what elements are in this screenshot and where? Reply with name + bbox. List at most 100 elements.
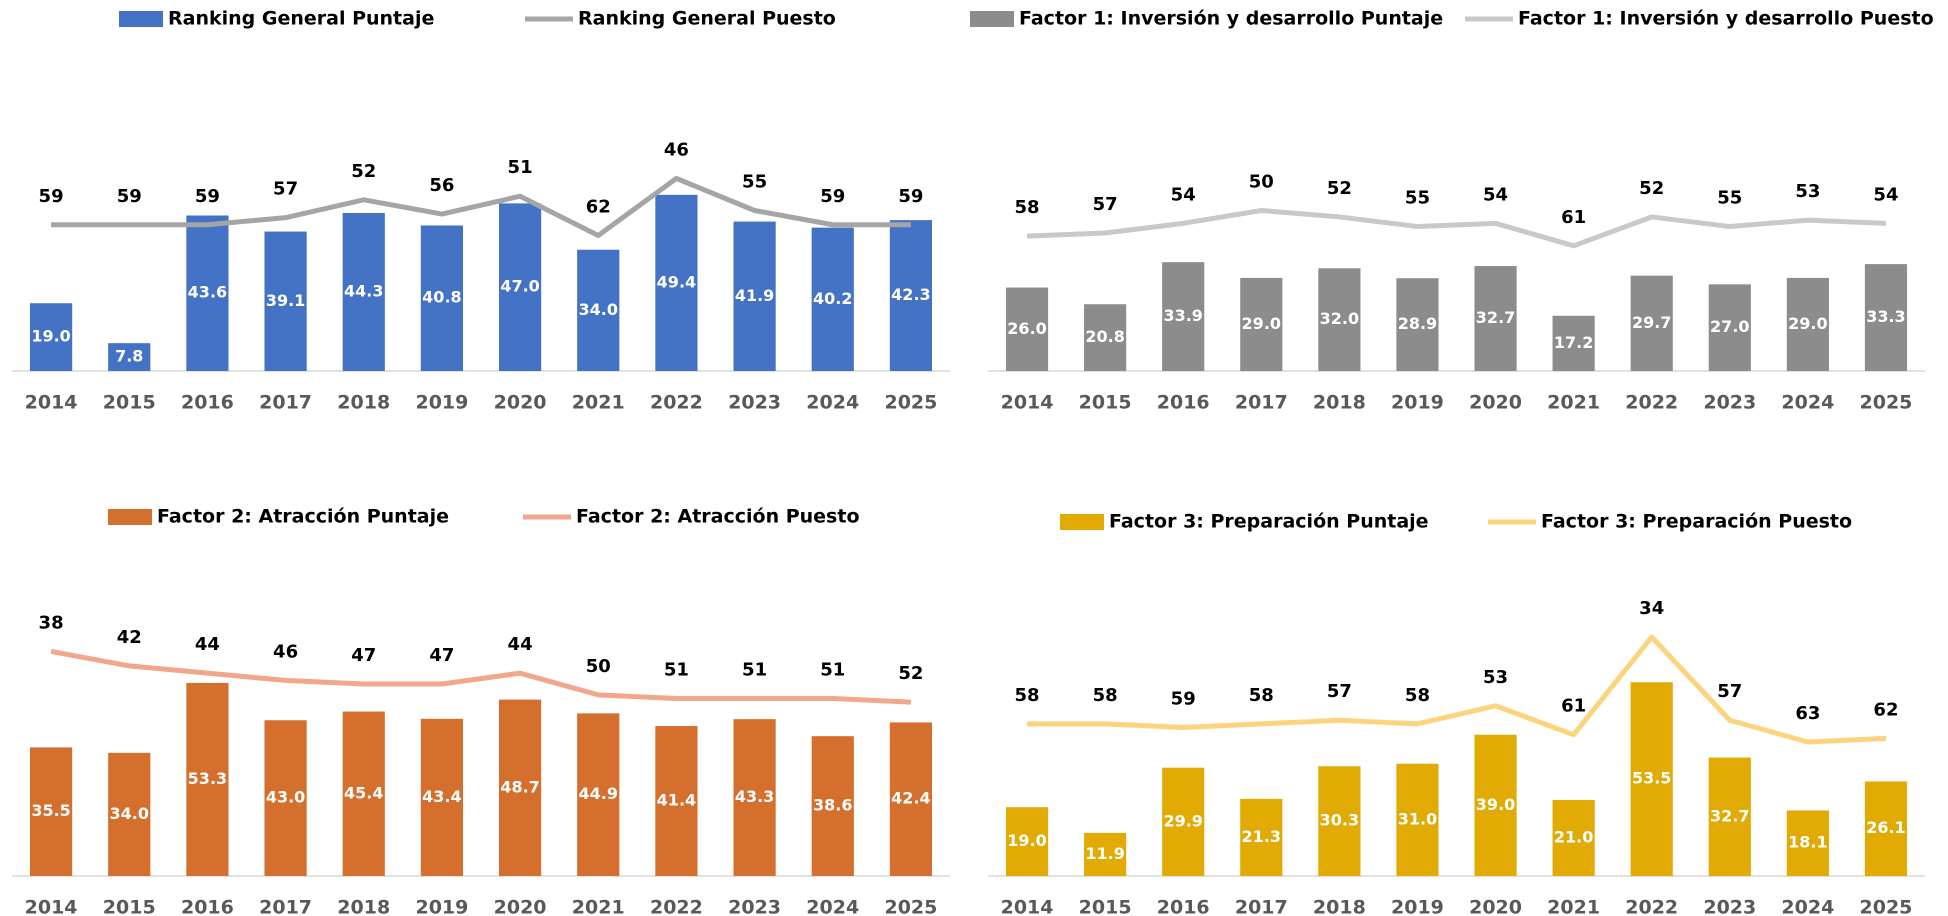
x-tick-label: 2022 [650,897,703,916]
line-value-label: 52 [898,663,923,684]
x-tick-label: 2019 [1391,392,1444,414]
x-tick-label: 2017 [1235,897,1288,916]
x-tick-label: 2014 [1001,897,1054,916]
bar [1552,315,1595,371]
line [1027,634,1887,745]
legend-label: Factor 2: Atracción Puntaje [157,506,449,528]
bar-value-label: 43.0 [266,788,305,807]
x-tick-label: 2025 [884,392,937,414]
bar-value-label: 21.3 [1242,827,1281,846]
bar-value-label: 34.0 [110,804,149,823]
line-value-label: 57 [1327,681,1352,702]
line-value-label: 59 [117,186,142,207]
line-value-label: 38 [39,612,64,633]
bar-value-label: 41.4 [657,791,696,810]
legend-label: Factor 1: Inversión y desarrollo Puntaje [1019,8,1443,30]
bar-value-label: 45.4 [344,783,383,802]
x-tick-label: 2018 [337,392,390,414]
x-tick-label: 2018 [337,897,390,916]
x-tick-label: 2023 [1703,392,1756,414]
bar-value-label: 41.9 [735,286,774,305]
bar-value-label: 29.7 [1632,313,1671,332]
bar [264,720,307,876]
x-tick-label: 2024 [1781,392,1834,414]
bar-value-label: 29.9 [1163,811,1202,830]
line-value-label: 46 [664,139,689,160]
x-tick-label: 2021 [1547,392,1600,414]
bar-value-label: 31.0 [1398,809,1437,828]
bar-value-label: 53.3 [188,769,227,788]
bar [186,215,229,371]
line-value-label: 53 [1483,667,1508,688]
line-value-label: 58 [1249,685,1274,706]
line-value-label: 51 [664,660,689,681]
x-tick-label: 2023 [1703,897,1756,916]
x-tick-label: 2014 [25,897,78,916]
x-tick-label: 2022 [1625,392,1678,414]
x-tick-label: 2021 [572,897,625,916]
bar [420,225,464,371]
line-value-label: 52 [1327,178,1352,199]
x-tick-label: 2016 [181,392,234,414]
line-value-label: 46 [273,641,298,662]
legend-swatch [970,11,1014,27]
bar [1005,807,1049,876]
line-value-label: 44 [508,634,533,655]
x-tick-label: 2021 [572,392,625,414]
bar [1084,832,1127,876]
bar [108,343,151,371]
bar [655,194,698,371]
x-tick-label: 2020 [1469,897,1522,916]
bar [733,221,776,371]
bar-value-label: 29.0 [1788,314,1827,333]
line-value-label: 63 [1795,703,1820,724]
x-tick-label: 2015 [103,897,156,916]
line-value-label: 47 [351,645,376,666]
bar-value-label: 30.3 [1320,811,1359,830]
bar-value-label: 33.3 [1866,307,1905,326]
line [50,648,912,705]
bar-value-label: 26.1 [1866,818,1905,837]
bar-value-label: 33.9 [1163,306,1202,325]
x-tick-label: 2017 [1235,392,1288,414]
x-tick-label: 2016 [1157,897,1210,916]
line-value-label: 59 [39,186,64,207]
bar [733,719,776,876]
line-value-label: 58 [1405,685,1430,706]
bar [1396,763,1439,876]
x-tick-label: 2025 [1860,897,1913,916]
x-tick-label: 2014 [25,392,78,414]
bar [264,231,307,371]
line [51,175,911,238]
line-value-label: 57 [1093,194,1118,215]
bar-value-label: 35.5 [31,801,70,820]
bar [577,713,620,876]
legend-label: Ranking General Puesto [578,8,836,30]
bar [1162,262,1205,371]
bar-value-label: 48.7 [500,777,539,796]
x-tick-label: 2014 [1001,392,1054,414]
bar [1786,810,1829,876]
line-value-label: 56 [429,175,454,196]
bar [1318,268,1361,371]
line-value-label: 47 [429,645,454,666]
bar [889,722,933,876]
legend-label: Factor 3: Preparación Puntaje [1109,511,1429,533]
x-tick-label: 2019 [1391,897,1444,916]
line-value-label: 62 [586,196,611,217]
x-tick-label: 2018 [1313,392,1366,414]
bar [1552,799,1595,876]
bar [1474,734,1517,876]
x-tick-label: 2016 [1157,392,1210,414]
x-tick-label: 2024 [806,897,859,916]
line-value-label: 54 [1483,184,1508,205]
x-tick-label: 2017 [259,897,312,916]
line-value-label: 42 [117,627,142,648]
bar [655,726,698,876]
line-value-label: 54 [1873,184,1898,205]
bar-value-label: 7.8 [115,347,143,366]
bar [811,736,854,876]
line-value-label: 55 [1405,188,1430,209]
bar [420,718,464,876]
